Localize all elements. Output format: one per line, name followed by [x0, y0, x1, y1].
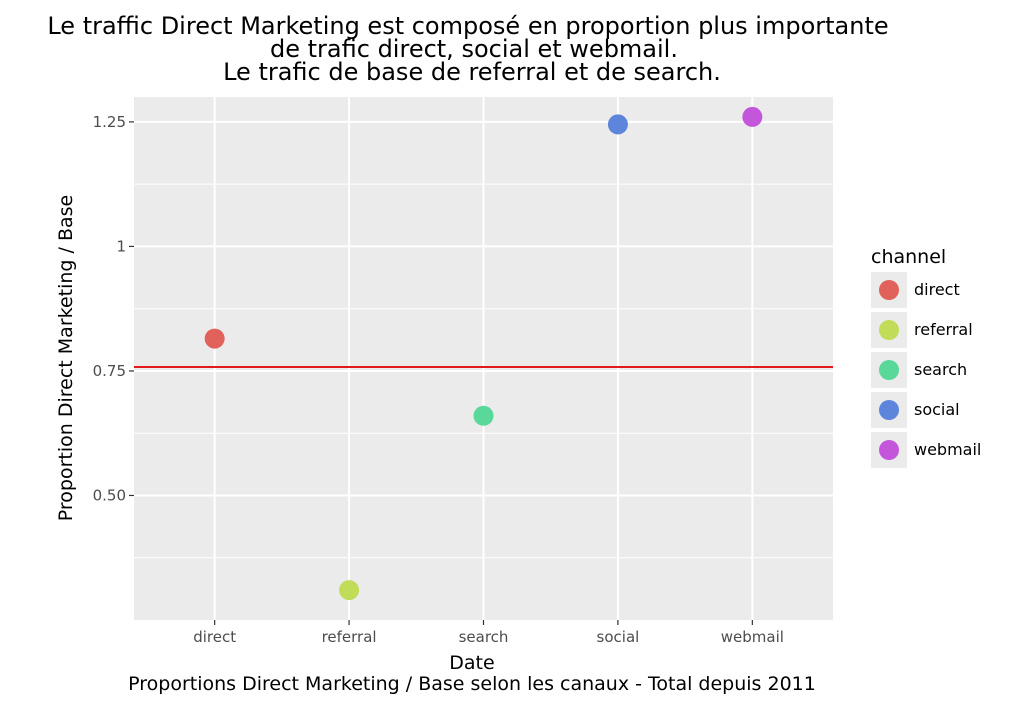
x-tick-label-0: direct — [193, 628, 236, 646]
x-tick-label-1: referral — [322, 628, 377, 646]
chart-title-line-1: Le traffic Direct Marketing est composé … — [47, 12, 888, 40]
chart-title-line-3: Le trafic de base de referral et de sear… — [223, 58, 721, 86]
legend-title: channel — [871, 246, 946, 268]
legend-label-direct: direct — [914, 280, 960, 299]
y-tick-label-3: 1.25 — [93, 113, 126, 131]
chart-caption: Proportions Direct Marketing / Base selo… — [128, 673, 816, 695]
chart-title-line-2: de trafic direct, social et webmail. — [270, 35, 678, 63]
legend-key-social — [879, 400, 899, 420]
major-gridlines — [134, 97, 833, 620]
legend-key-search — [879, 360, 899, 380]
data-point-social — [607, 114, 628, 135]
points-layer — [204, 106, 763, 601]
y-axis-title: Proportion Direct Marketing / Base — [55, 195, 77, 521]
y-tick-label-2: 1 — [116, 237, 126, 255]
legend-label-webmail: webmail — [914, 440, 981, 459]
legend-label-search: search — [914, 360, 967, 379]
y-tick-label-1: 0.75 — [93, 362, 126, 380]
legend-label-referral: referral — [914, 320, 973, 339]
data-point-webmail — [742, 106, 763, 127]
x-axis-title: Date — [449, 652, 494, 674]
legend-key-referral — [879, 320, 899, 340]
x-tick-label-4: webmail — [721, 628, 784, 646]
data-point-search — [473, 405, 494, 426]
x-axis-ticks: direct referral search social webmail — [193, 620, 784, 646]
legend-key-webmail — [879, 440, 899, 460]
x-tick-label-3: social — [597, 628, 640, 646]
legend-key-direct — [879, 280, 899, 300]
legend: channel direct referral search social webmai… — [871, 246, 981, 468]
legend-label-social: social — [914, 400, 960, 419]
data-point-referral — [339, 580, 360, 601]
y-axis-ticks: 0.50 0.75 1 1.25 — [93, 113, 134, 504]
y-tick-label-0: 0.50 — [93, 486, 126, 504]
data-point-direct — [204, 328, 225, 349]
legend-entries: direct referral search social webmail — [871, 272, 981, 468]
x-tick-label-2: search — [459, 628, 509, 646]
